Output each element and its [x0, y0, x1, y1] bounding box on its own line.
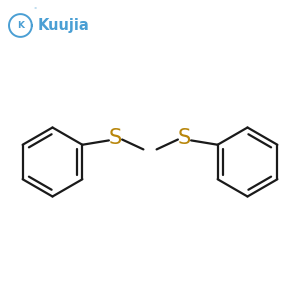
Text: K: K	[17, 21, 24, 30]
Text: S: S	[109, 128, 122, 148]
Text: Kuujia: Kuujia	[37, 18, 89, 33]
Text: °: °	[33, 8, 36, 13]
Text: S: S	[178, 128, 191, 148]
